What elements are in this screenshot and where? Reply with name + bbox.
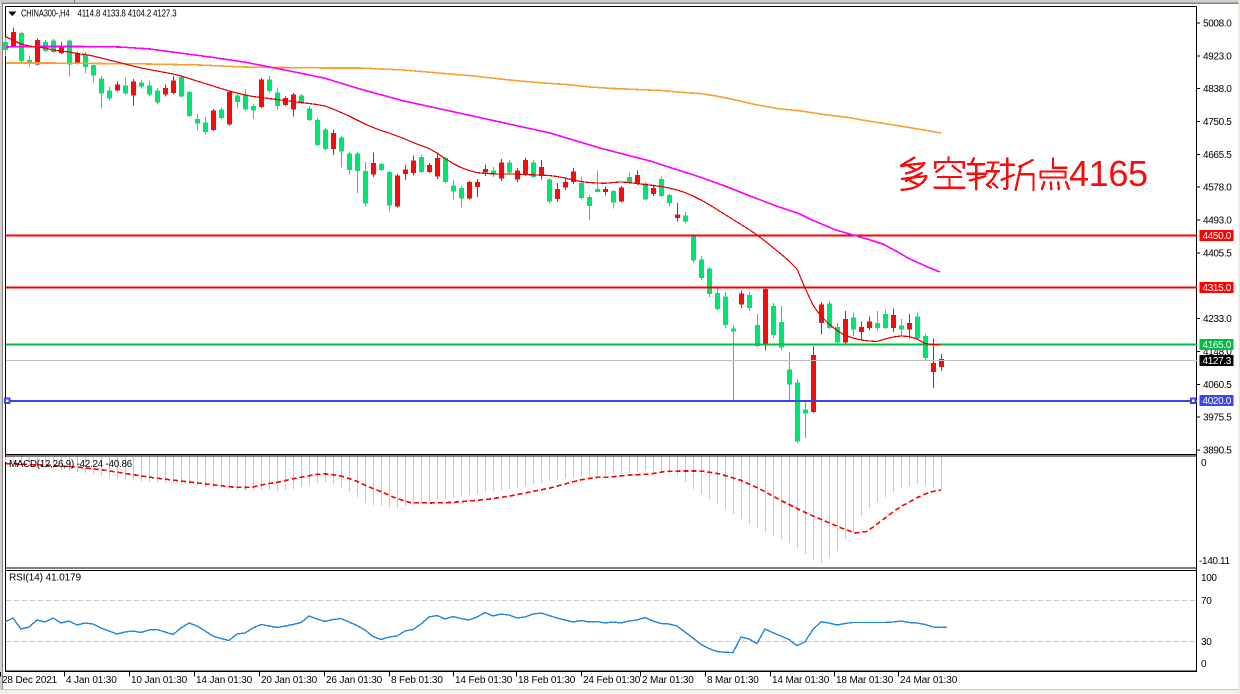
svg-text:RSI(14) 41.0179: RSI(14) 41.0179: [9, 573, 82, 584]
svg-text:14 Feb 01:30: 14 Feb 01:30: [455, 675, 513, 686]
svg-text:4450.0: 4450.0: [1203, 231, 1232, 242]
svg-text:28 Dec 2021: 28 Dec 2021: [2, 675, 58, 686]
svg-text:4665.5: 4665.5: [1203, 150, 1232, 161]
svg-text:2 Mar 01:30: 2 Mar 01:30: [642, 675, 694, 686]
svg-text:4578.0: 4578.0: [1203, 183, 1232, 194]
svg-text:24 Mar 01:30: 24 Mar 01:30: [900, 675, 958, 686]
svg-text:4020.0: 4020.0: [1203, 396, 1232, 407]
svg-text:24 Feb 01:30: 24 Feb 01:30: [583, 675, 641, 686]
svg-text:0: 0: [1201, 659, 1207, 670]
svg-text:4 Jan 01:30: 4 Jan 01:30: [66, 675, 117, 686]
svg-text:70: 70: [1201, 596, 1212, 607]
svg-text:0: 0: [1201, 458, 1207, 469]
svg-text:CHINA300-,H4: CHINA300-,H4: [21, 9, 70, 20]
svg-text:4750.5: 4750.5: [1203, 117, 1232, 128]
svg-text:4060.5: 4060.5: [1203, 380, 1232, 391]
svg-text:30: 30: [1201, 637, 1212, 648]
svg-text:20 Jan 01:30: 20 Jan 01:30: [261, 675, 318, 686]
svg-text:4315.0: 4315.0: [1203, 283, 1232, 294]
svg-text:8 Mar 01:30: 8 Mar 01:30: [707, 675, 759, 686]
svg-text:14 Mar 01:30: 14 Mar 01:30: [772, 675, 830, 686]
svg-text:18 Mar 01:30: 18 Mar 01:30: [836, 675, 894, 686]
svg-text:5008.0: 5008.0: [1203, 19, 1232, 30]
svg-text:10 Jan 01:30: 10 Jan 01:30: [131, 675, 188, 686]
svg-text:3890.5: 3890.5: [1203, 446, 1232, 457]
svg-text:4165.0: 4165.0: [1203, 340, 1232, 351]
svg-text:4405.5: 4405.5: [1203, 248, 1232, 259]
svg-text:4148.0: 4148.0: [1203, 347, 1232, 358]
svg-text:18 Feb 01:30: 18 Feb 01:30: [518, 675, 576, 686]
svg-text:4127.3: 4127.3: [1203, 356, 1232, 367]
svg-text:8 Feb 01:30: 8 Feb 01:30: [391, 675, 443, 686]
svg-text:4165: 4165: [1069, 153, 1148, 194]
svg-text:3975.5: 3975.5: [1203, 413, 1232, 424]
svg-text:MACD(12,26,9) -42.24 -40.86: MACD(12,26,9) -42.24 -40.86: [9, 459, 133, 470]
svg-text:4114.8 4133.8 4104.2 4127.3: 4114.8 4133.8 4104.2 4127.3: [78, 9, 177, 20]
svg-text:4838.0: 4838.0: [1203, 84, 1232, 95]
svg-text:4233.0: 4233.0: [1203, 314, 1232, 325]
svg-text:26 Jan 01:30: 26 Jan 01:30: [326, 675, 383, 686]
svg-text:100: 100: [1201, 573, 1217, 584]
svg-text:4493.0: 4493.0: [1203, 216, 1232, 227]
svg-text:4923.0: 4923.0: [1203, 51, 1232, 62]
svg-text:14 Jan 01:30: 14 Jan 01:30: [196, 675, 253, 686]
svg-text:-140.11: -140.11: [1199, 556, 1231, 567]
